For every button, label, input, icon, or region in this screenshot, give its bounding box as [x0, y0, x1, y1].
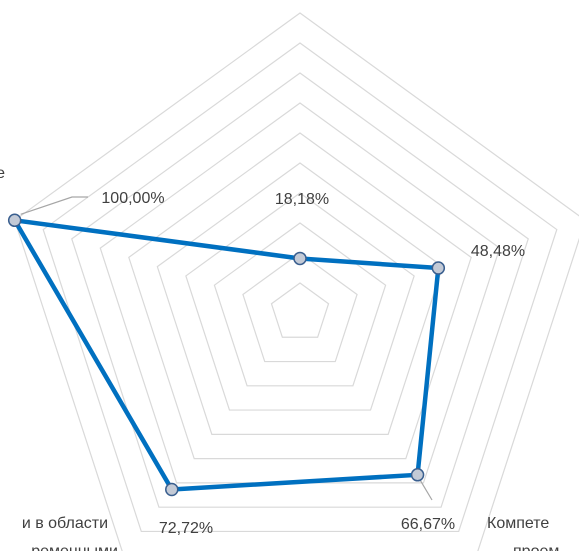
- marker: [293, 251, 307, 266]
- category-label: е: [0, 165, 5, 182]
- category-label-line: е: [0, 165, 5, 182]
- data-label: 72,72%: [159, 520, 213, 537]
- grid-ring: [13, 12, 579, 551]
- marker: [7, 213, 22, 228]
- series-line: [12, 218, 441, 492]
- data-label: 100,00%: [101, 190, 164, 207]
- category-label: Компете проем: [487, 515, 559, 551]
- marker: [431, 261, 446, 275]
- grid-ring: [213, 222, 387, 387]
- grid-ring: [270, 282, 330, 338]
- grid-ring: [128, 132, 472, 460]
- marker: [410, 468, 425, 482]
- data-label: 18,18%: [275, 191, 329, 208]
- category-label-line: ременными: [31, 543, 118, 551]
- marker: [165, 482, 179, 497]
- data-label: 66,67%: [401, 516, 455, 533]
- grid-ring: [242, 252, 358, 363]
- data-label: 48,48%: [471, 243, 525, 260]
- grid-ring: [99, 102, 501, 484]
- leader-line: [420, 480, 433, 501]
- category-label-line: и в области: [22, 515, 108, 532]
- category-label-line: проем: [513, 543, 559, 551]
- category-label-line: Компете: [487, 515, 549, 532]
- leader-line: [20, 196, 88, 215]
- grid-ring: [185, 192, 415, 411]
- grid-ring: [42, 42, 558, 533]
- category-label: и в области ременными: [22, 515, 118, 551]
- grid-ring: [156, 162, 444, 435]
- grid-ring: [71, 72, 529, 508]
